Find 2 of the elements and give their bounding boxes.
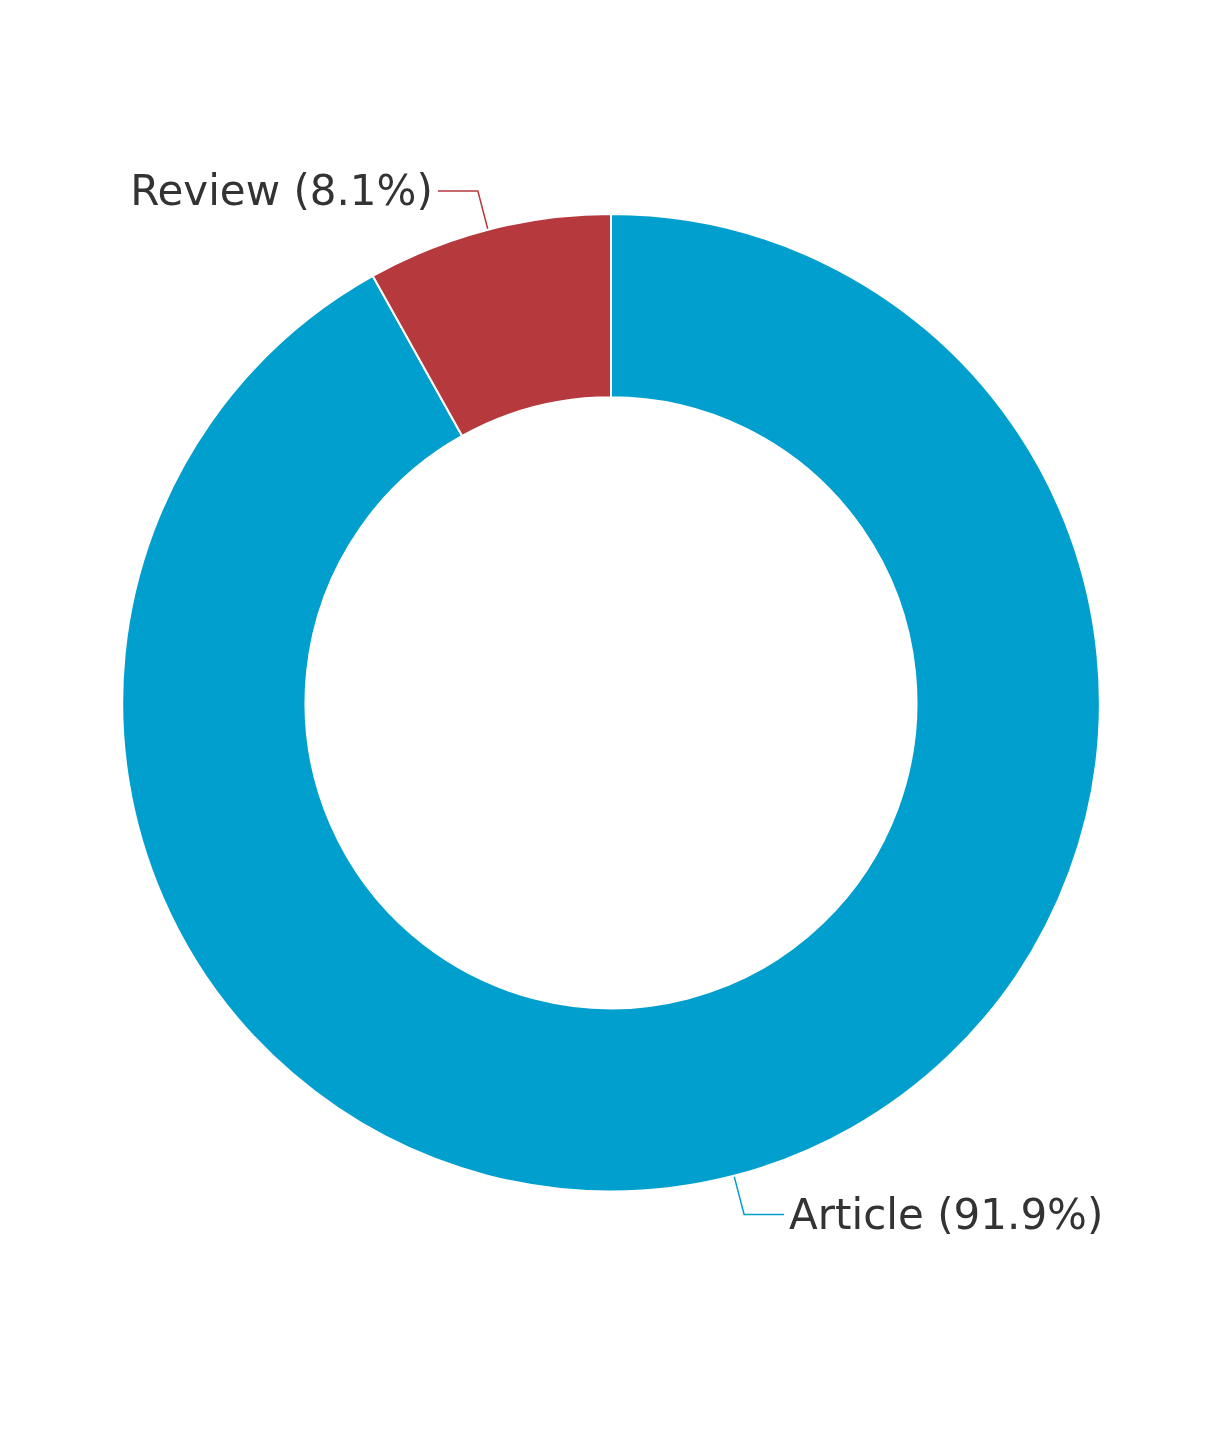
slice-label: Article (91.9%) (789, 1190, 1104, 1240)
slice-label: Review (8.1%) (130, 166, 433, 216)
